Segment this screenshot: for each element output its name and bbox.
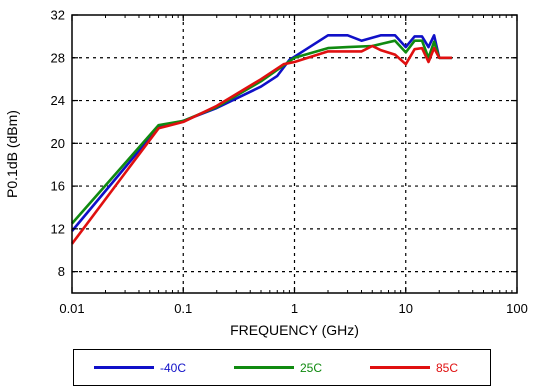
series-layer: [70, 34, 452, 245]
y-tick-label: 28: [51, 50, 65, 65]
legend-label-25c: 25C: [300, 360, 323, 375]
legend-label-neg40c: -40C: [160, 360, 187, 375]
legend-swatch-25c: [234, 366, 294, 369]
y-tick-label: 24: [51, 93, 65, 108]
chart: 0.01 0.1 1 10 100 8 12 16 20 24 28 32 FREQUENCY (GH…: [4, 8, 528, 339]
legend-item-neg40c: -40C: [94, 350, 186, 385]
legend-item-25c: 25C: [234, 350, 322, 385]
legend: -40C 25C 85C: [73, 349, 491, 386]
y-tick-label: 20: [51, 136, 65, 151]
series-line-1: [71, 39, 452, 225]
x-tick-label: 10: [399, 301, 413, 316]
grid: [72, 15, 517, 293]
legend-item-85c: 85C: [370, 350, 458, 385]
legend-swatch-85c: [370, 366, 430, 369]
x-tick-label: 0.1: [174, 301, 192, 316]
legend-swatch-neg40c: [94, 366, 154, 369]
x-tick-label: 1: [291, 301, 298, 316]
x-tick-label: 0.01: [59, 301, 84, 316]
series-line-2: [70, 44, 452, 245]
y-tick-label: 16: [51, 179, 65, 194]
y-tick-label: 12: [51, 221, 65, 236]
y-tick-label: 32: [51, 8, 65, 23]
x-tick-label: 100: [506, 301, 528, 316]
y-axis-title: P0.1dB (dBm): [4, 110, 20, 198]
series-line-0: [71, 34, 452, 232]
x-axis-title: FREQUENCY (GHz): [230, 322, 359, 338]
y-tick-label: 8: [58, 264, 65, 279]
legend-label-85c: 85C: [436, 360, 459, 375]
tick-layer: 0.01 0.1 1 10 100 8 12 16 20 24 28 32: [51, 8, 528, 317]
